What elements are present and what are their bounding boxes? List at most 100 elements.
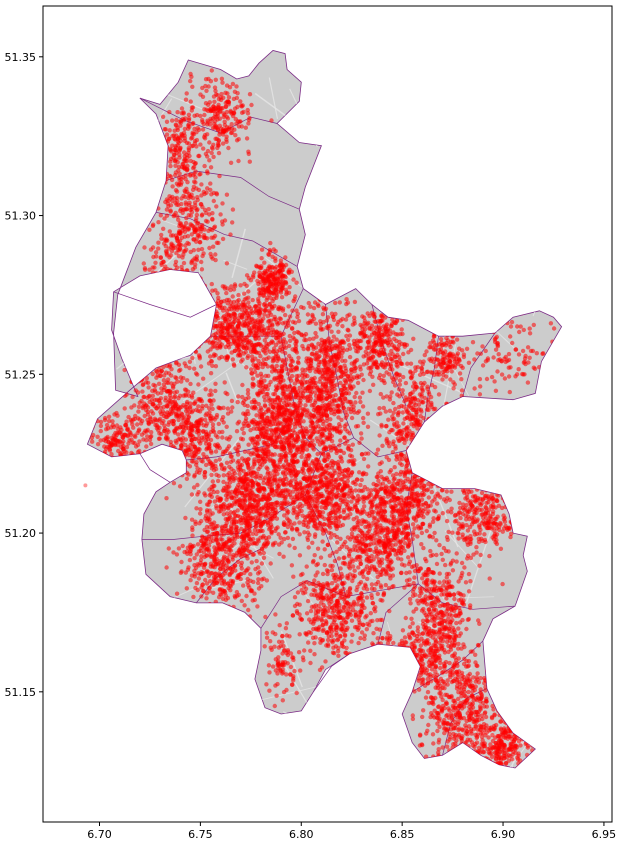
point-marker bbox=[98, 428, 104, 434]
point-marker bbox=[262, 378, 267, 383]
point-marker bbox=[379, 332, 384, 337]
road-segment bbox=[87, 608, 118, 660]
point-marker bbox=[225, 99, 231, 104]
point-marker bbox=[197, 398, 203, 403]
point-marker bbox=[170, 143, 175, 148]
point-marker bbox=[98, 419, 104, 425]
point-marker bbox=[185, 301, 190, 306]
point-marker bbox=[196, 382, 201, 387]
point-marker bbox=[198, 364, 204, 369]
point-marker bbox=[104, 422, 110, 428]
point-marker bbox=[219, 91, 224, 97]
point-marker bbox=[147, 393, 152, 399]
point-marker bbox=[161, 274, 166, 279]
point-marker bbox=[283, 345, 288, 350]
point-marker bbox=[305, 346, 311, 351]
point-marker bbox=[226, 95, 232, 100]
road-segment bbox=[444, 530, 478, 567]
point-marker bbox=[201, 320, 206, 325]
point-marker bbox=[444, 479, 449, 484]
point-marker bbox=[338, 438, 343, 443]
point-marker bbox=[201, 376, 206, 381]
point-marker bbox=[168, 295, 173, 301]
point-marker bbox=[413, 441, 418, 446]
point-marker bbox=[188, 337, 193, 342]
point-marker bbox=[278, 412, 284, 417]
point-marker bbox=[183, 442, 188, 448]
point-marker bbox=[195, 226, 201, 231]
point-marker bbox=[189, 136, 194, 141]
road-segment bbox=[559, 647, 562, 671]
point-marker bbox=[343, 379, 348, 384]
point-marker bbox=[294, 377, 300, 383]
point-marker bbox=[436, 450, 441, 455]
point-marker bbox=[385, 338, 390, 343]
point-marker bbox=[422, 453, 427, 458]
point-marker bbox=[210, 363, 215, 368]
point-marker bbox=[208, 354, 213, 359]
point-marker bbox=[212, 85, 218, 90]
point-marker bbox=[442, 427, 447, 432]
point-marker bbox=[209, 68, 214, 73]
point-marker bbox=[180, 461, 185, 466]
point-marker bbox=[250, 297, 255, 303]
point-marker bbox=[244, 283, 249, 288]
point-marker bbox=[91, 450, 97, 456]
point-marker bbox=[280, 306, 286, 311]
point-marker bbox=[392, 465, 397, 470]
point-marker bbox=[431, 422, 437, 427]
point-marker bbox=[207, 316, 212, 321]
point-marker bbox=[171, 450, 176, 456]
point-marker bbox=[415, 418, 421, 423]
point-marker bbox=[210, 406, 215, 412]
point-marker bbox=[199, 246, 205, 252]
point-marker bbox=[274, 329, 279, 334]
point-marker bbox=[420, 447, 425, 452]
point-marker bbox=[390, 358, 395, 363]
point-marker bbox=[141, 382, 146, 387]
point-marker bbox=[407, 394, 413, 400]
point-marker bbox=[82, 435, 86, 439]
point-marker bbox=[337, 430, 343, 435]
road-segment bbox=[571, 342, 583, 370]
point-marker bbox=[278, 316, 283, 322]
point-marker bbox=[175, 330, 180, 335]
point-marker bbox=[88, 459, 94, 464]
point-marker bbox=[256, 325, 262, 330]
point-marker bbox=[268, 295, 273, 301]
point-marker bbox=[287, 384, 292, 389]
point-marker bbox=[366, 340, 371, 345]
point-marker bbox=[160, 157, 165, 162]
point-marker bbox=[153, 301, 158, 306]
point-marker bbox=[252, 349, 257, 355]
point-marker bbox=[195, 306, 200, 311]
point-marker bbox=[329, 329, 334, 334]
road-segment bbox=[54, 370, 71, 374]
point-marker bbox=[397, 378, 403, 383]
point-marker bbox=[412, 453, 418, 458]
point-marker bbox=[318, 434, 323, 439]
point-marker bbox=[220, 141, 226, 146]
point-marker bbox=[192, 327, 197, 333]
point-marker bbox=[220, 315, 226, 320]
point-marker bbox=[251, 426, 256, 431]
point-marker bbox=[184, 476, 190, 481]
point-marker bbox=[388, 289, 394, 295]
point-marker bbox=[417, 468, 423, 473]
point-marker bbox=[318, 411, 323, 417]
road-segment bbox=[314, 171, 348, 238]
point-marker bbox=[275, 269, 281, 274]
point-marker bbox=[157, 135, 163, 140]
road-segment bbox=[417, 293, 448, 313]
road-segment bbox=[46, 167, 69, 234]
road-segment bbox=[87, 280, 104, 329]
point-marker bbox=[208, 371, 214, 376]
point-marker bbox=[97, 459, 102, 464]
point-marker bbox=[445, 431, 450, 436]
point-marker bbox=[174, 402, 179, 407]
point-marker bbox=[177, 484, 183, 489]
point-marker bbox=[218, 345, 223, 350]
point-marker bbox=[163, 175, 168, 180]
point-marker bbox=[186, 147, 192, 152]
point-marker bbox=[183, 220, 189, 226]
